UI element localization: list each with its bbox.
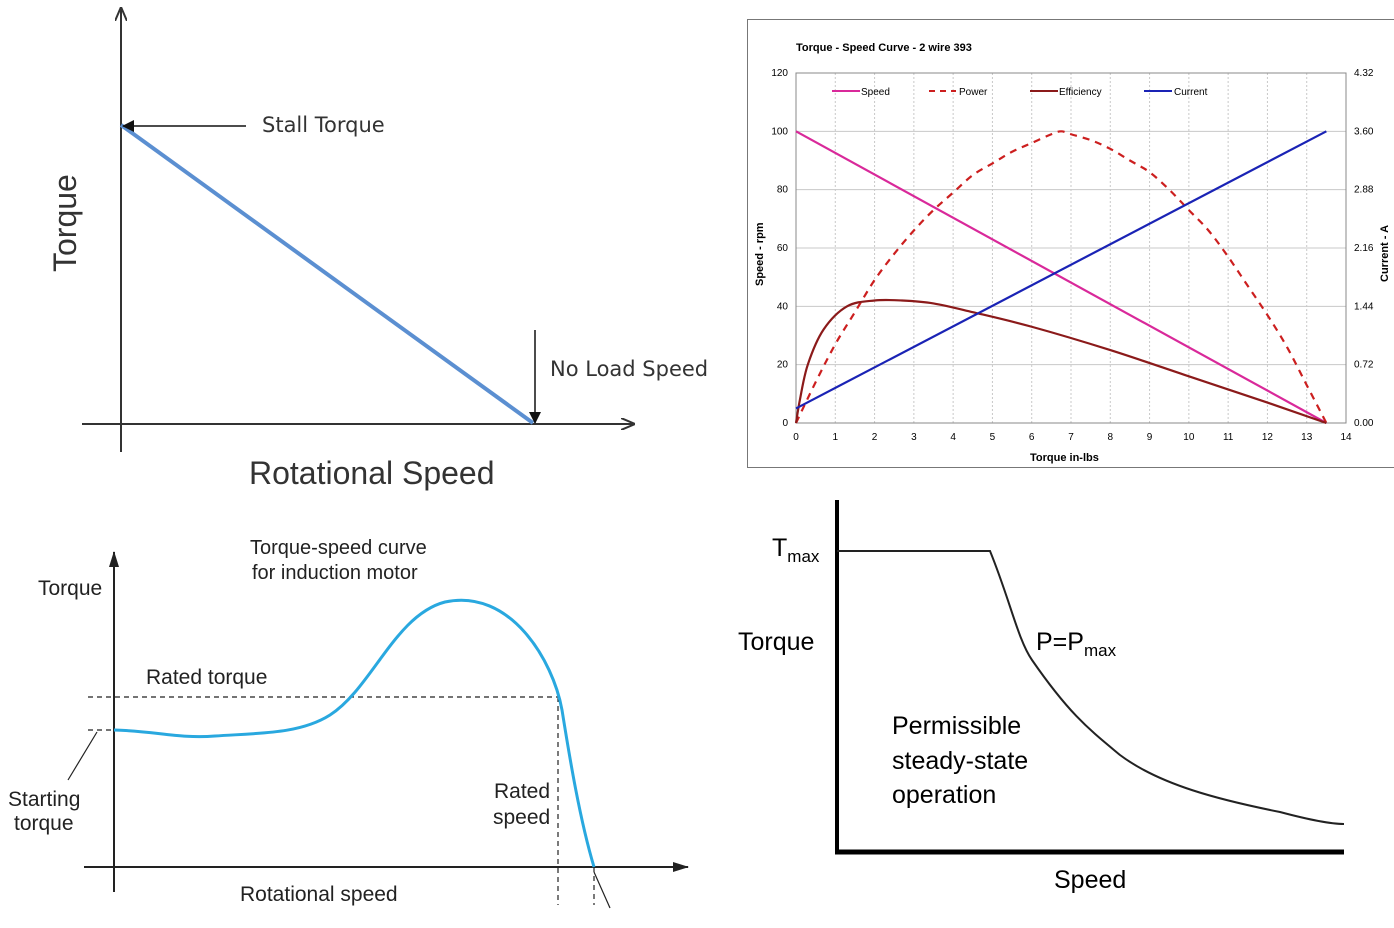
legend-current: Current [1174,87,1208,98]
x-axis-label: Rotational Speed [249,455,495,491]
y-tick-label: 20 [777,360,789,371]
x-tick-label: 14 [1340,432,1352,443]
series-speed [795,130,1327,424]
plot-area [795,72,1347,424]
torque-speed-line [119,123,535,425]
chart-title-line1: Torque-speed curve [250,537,427,559]
region-label-1: Permissible [892,712,1021,740]
y2-tick-label: 2.16 [1354,243,1374,254]
torque-limit-curve [837,550,1345,825]
x-axis-label: Speed [1054,866,1126,894]
x-tick-label: 2 [872,432,878,443]
y-tick-label: 40 [777,301,789,312]
tmax-label: Tmax [772,534,820,566]
y-tick-labels: 0 20 40 60 80 100 120 [771,68,788,429]
y2-tick-label: 0.00 [1354,418,1374,429]
series-efficiency [794,298,1327,425]
series-lines [794,130,1328,425]
legend-speed: Speed [861,87,890,98]
y-axis-label: Speed - rpm [754,222,766,286]
series-power [795,130,1328,424]
legend-power: Power [959,87,988,98]
x-tick-label: 7 [1068,432,1074,443]
x-tick-label: 10 [1183,432,1195,443]
chart-torque-speed-linear: Torque Rotational Speed Stall Torque No … [47,0,708,491]
y-axis-label: Torque [38,577,102,600]
sync-pointer [593,871,611,909]
x-tick-label: 0 [793,432,799,443]
chart-torque-power-limit: Tmax Torque P=Pmax Permissible steady-st… [738,500,1345,894]
chart-title: Torque - Speed Curve - 2 wire 393 [796,42,972,54]
x-tick-label: 1 [833,432,839,443]
rated-speed-label-2: speed [493,806,550,829]
legend-efficiency: Efficiency [1059,87,1102,98]
x-tick-label: 9 [1147,432,1153,443]
x-axis-label: Rotational speed [240,883,398,906]
rated-torque-label: Rated torque [146,666,267,689]
chart-induction-motor: Torque-speed curve for induction motor T… [8,537,689,909]
y-tick-label: 100 [771,126,788,137]
chart-torque-speed-393: Torque - Speed Curve - 2 wire 393 020406… [747,19,1394,468]
x-tick-label: 13 [1301,432,1313,443]
y2-axis-label: Current - A [1379,225,1391,282]
y2-tick-labels: 0.00 0.72 1.44 2.16 2.88 3.60 4.32 [1354,68,1374,429]
y2-tick-label: 0.72 [1354,360,1374,371]
induction-torque-curve [113,598,596,868]
x-tick-label: 6 [1029,432,1035,443]
y2-tick-label: 1.44 [1354,301,1374,312]
x-tick-label: 5 [990,432,996,443]
region-label-2: steady-state [892,747,1028,775]
x-tick-labels: 0 1 2 3 4 5 6 7 8 9 10 11 12 13 14 [793,432,1352,443]
legend: Speed Power Efficiency Current [832,87,1208,98]
x-tick-label: 4 [950,432,956,443]
x-tick-label: 8 [1108,432,1114,443]
y2-tick-label: 4.32 [1354,68,1374,79]
chart-title-line2: for induction motor [252,562,418,584]
rated-speed-label-1: Rated [494,780,550,803]
x-tick-label: 3 [911,432,917,443]
y2-tick-label: 2.88 [1354,185,1374,196]
starting-torque-label-1: Starting [8,788,80,811]
series-current [795,130,1327,410]
x-tick-label: 11 [1223,432,1234,443]
y-axis-label: Torque [738,628,814,656]
y2-tick-label: 3.60 [1354,126,1374,137]
pmax-label: P=Pmax [1036,628,1117,660]
y-tick-label: 80 [777,185,789,196]
starting-torque-label-2: torque [14,812,74,835]
region-label-3: operation [892,781,996,809]
x-axis-label: Torque in-lbs [1030,452,1099,464]
gridlines [796,73,1346,423]
y-tick-label: 60 [777,243,789,254]
stall-torque-label: Stall Torque [262,113,385,137]
starting-torque-pointer [67,731,98,781]
y-tick-label: 120 [771,68,788,79]
y-tick-label: 0 [782,418,788,429]
y-axis-label: Torque [47,174,83,272]
x-tick-label: 12 [1262,432,1274,443]
no-load-speed-label: No Load Speed [550,357,708,381]
